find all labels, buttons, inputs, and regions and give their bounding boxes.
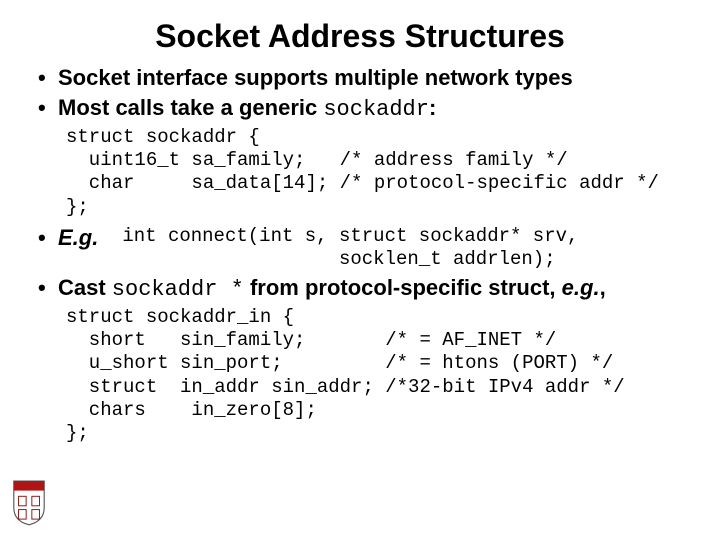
content-area: • Socket interface supports multiple net… xyxy=(0,65,720,445)
bullet-3-label: E.g. xyxy=(58,225,98,251)
logo-shield-icon xyxy=(10,477,48,532)
slide-title: Socket Address Structures xyxy=(0,18,720,55)
bullet-4-mid: from protocol-specific struct, xyxy=(244,275,562,300)
bullet-dot: • xyxy=(38,65,58,91)
code-block-1: struct sockaddr { uint16_t sa_family; /*… xyxy=(66,126,686,219)
bullet-3: • E.g. int connect(int s, struct sockadd… xyxy=(38,225,686,271)
bullet-2-prefix: Most calls take a generic xyxy=(58,95,323,120)
bullet-1: • Socket interface supports multiple net… xyxy=(38,65,686,91)
bullet-dot: • xyxy=(38,225,58,251)
shield-top xyxy=(14,481,44,491)
bullet-2-suffix: : xyxy=(429,95,436,120)
bullet-dot: • xyxy=(38,275,58,302)
bullet-2-text: Most calls take a generic sockaddr: xyxy=(58,95,686,122)
code-block-3: struct sockaddr_in { short sin_family; /… xyxy=(66,306,686,445)
bullet-4-text: Cast sockaddr * from protocol-specific s… xyxy=(58,275,686,302)
slide: Socket Address Structures • Socket inter… xyxy=(0,18,720,540)
bullet-4-suffix: , xyxy=(600,275,606,300)
bullet-1-text: Socket interface supports multiple netwo… xyxy=(58,65,686,91)
code-block-2: int connect(int s, struct sockaddr* srv,… xyxy=(122,225,578,271)
bullet-2-code: sockaddr xyxy=(323,97,429,122)
bullet-4-prefix: Cast xyxy=(58,275,112,300)
bullet-2: • Most calls take a generic sockaddr: xyxy=(38,95,686,122)
bullet-dot: • xyxy=(38,95,58,122)
bullet-4-code: sockaddr * xyxy=(112,277,244,302)
bullet-4: • Cast sockaddr * from protocol-specific… xyxy=(38,275,686,302)
bullet-4-eg: e.g. xyxy=(562,275,600,300)
